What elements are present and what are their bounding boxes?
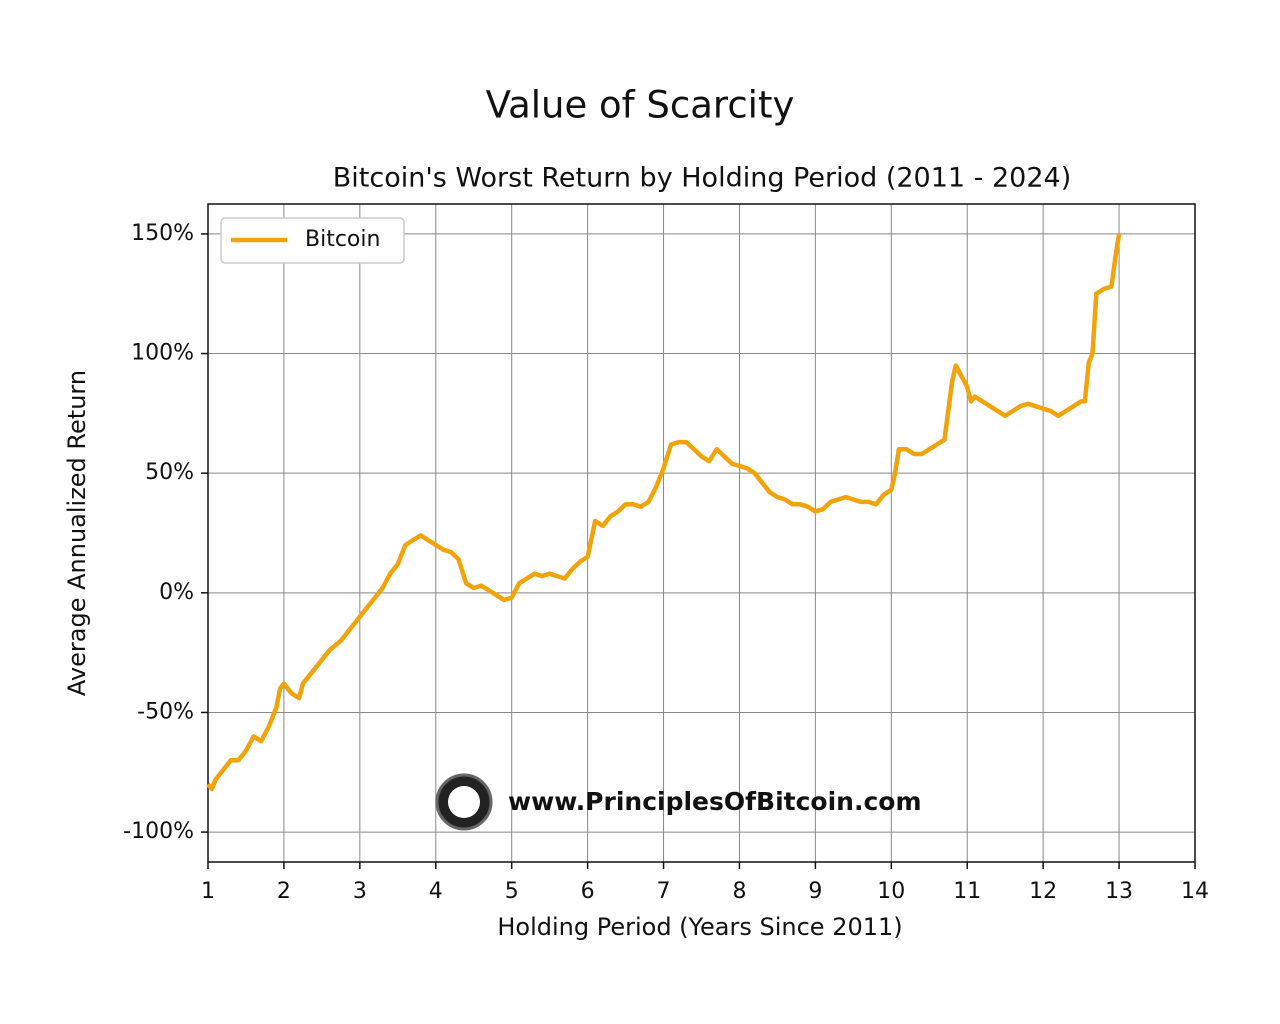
y-tick-label: 0% — [159, 580, 194, 605]
watermark: www.PrinciplesOfBitcoin.com — [435, 773, 922, 831]
y-tick-label: 50% — [145, 460, 194, 485]
legend-label: Bitcoin — [305, 227, 380, 252]
x-tick-label: 11 — [953, 879, 981, 904]
y-tick-label: -100% — [123, 819, 194, 844]
x-axis-label: Holding Period (Years Since 2011) — [497, 913, 902, 941]
x-tick-label: 6 — [581, 879, 595, 904]
watermark-text: www.PrinciplesOfBitcoin.com — [508, 787, 922, 816]
data-line — [206, 233, 1122, 792]
legend-box — [220, 217, 405, 264]
chart-title: Value of Scarcity — [486, 84, 795, 127]
x-tick-label: 5 — [505, 879, 519, 904]
y-tick-label: -50% — [137, 699, 194, 724]
x-tick-label: 12 — [1029, 879, 1057, 904]
x-tick-label: 13 — [1105, 879, 1133, 904]
y-tick-label: 100% — [131, 341, 194, 366]
x-tick-label: 7 — [657, 879, 671, 904]
x-tick-label: 8 — [732, 879, 746, 904]
plot-frame — [207, 203, 1196, 863]
x-tick-label: 2 — [277, 879, 291, 904]
x-tick-label: 3 — [353, 879, 367, 904]
y-tick-label: 150% — [131, 221, 194, 246]
x-tick-label: 4 — [429, 879, 443, 904]
x-tick-label: 10 — [877, 879, 905, 904]
x-tick-label: 14 — [1181, 879, 1209, 904]
chart-subtitle: Bitcoin's Worst Return by Holding Period… — [333, 163, 1071, 194]
x-tick-label: 1 — [201, 879, 215, 904]
logo-inner — [448, 786, 480, 818]
y-axis-label: Average Annualized Return — [63, 370, 91, 696]
x-tick-label: 9 — [808, 879, 822, 904]
